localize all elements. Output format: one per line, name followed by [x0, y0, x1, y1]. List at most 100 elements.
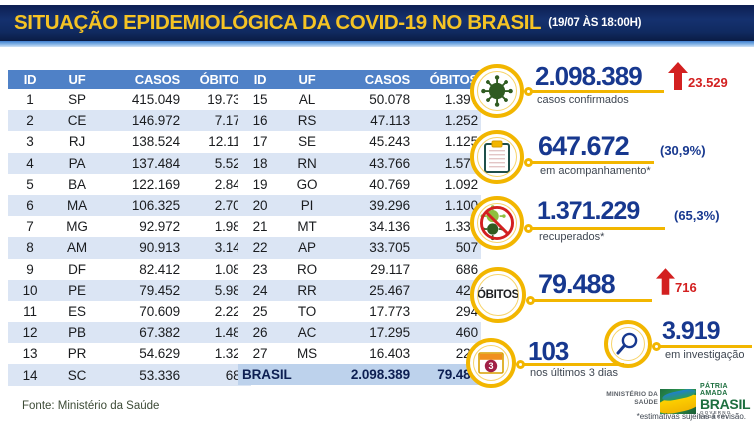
table-cell-uf: MG	[52, 216, 102, 238]
table-cell-cas: 92.972	[102, 216, 183, 238]
table-row: 23 RO 29.117 686	[238, 258, 481, 280]
table-cell-uf: SP	[52, 89, 102, 111]
table-cell-uf: PR	[52, 343, 102, 365]
table-cell-uf: RN	[282, 152, 332, 174]
table-row: 22 AP 33.705 507	[238, 237, 481, 259]
table-header-row: ID UF CASOS ÓBITOS	[238, 70, 481, 89]
table-cell-cas: 50.078	[332, 89, 413, 111]
connector-dot	[524, 87, 533, 96]
table-row: 10 PE 79.452 5.984	[8, 279, 251, 301]
obitos-ring: ÓBITOS	[470, 267, 526, 323]
table-cell-cas: 122.169	[102, 173, 183, 195]
footnote: *estimativas sujeitas à revisão.	[636, 412, 746, 421]
recovered-label: recuperados*	[539, 231, 605, 243]
connector-dot	[524, 158, 533, 167]
table-cell-uf: AP	[282, 237, 332, 259]
header-timestamp: (19/07 ÀS 18:00H)	[548, 17, 642, 29]
table-cell-id: 12	[8, 322, 52, 344]
column-header-id: ID	[238, 70, 282, 89]
table-cell-obi: 1.125	[413, 131, 481, 153]
ring-inner-line	[611, 327, 645, 361]
table-cell-cas: 70.609	[102, 300, 183, 323]
table-right-body: 15 AL 50.078 1.397 16 RS 47.113 1.252 17 SE 45.243…	[238, 89, 481, 386]
table-cell-cas: 29.117	[332, 258, 413, 280]
table-cell-cas: 146.972	[102, 110, 183, 132]
table-row: 15 AL 50.078 1.397	[238, 89, 481, 111]
monitoring-percent: (30,9%)	[660, 143, 706, 158]
table-row: 1 SP 415.049 19.732	[8, 89, 251, 111]
table-cell-id: 14	[8, 364, 52, 386]
table-cell-cas: 17.295	[332, 322, 413, 344]
table-cell-cas: 53.336	[102, 364, 183, 386]
table-row: 4 PA 137.484 5.523	[8, 152, 251, 174]
table-row: 2 CE 146.972 7.178	[8, 110, 251, 132]
table-cell-cas: 34.136	[332, 216, 413, 238]
connector-line	[532, 161, 654, 164]
states-table-right: ID UF CASOS ÓBITOS 15 AL 50.078 1.397 16 RS 47…	[238, 70, 481, 386]
table-cell-id: 21	[238, 216, 282, 238]
table-cell-uf: TO	[282, 300, 332, 323]
table-cell-uf: SE	[282, 131, 332, 153]
table-row: 24 RR 25.467 429	[238, 279, 481, 301]
table-row: 5 BA 122.169 2.840	[8, 173, 251, 195]
table-cell-obi: 19.732	[183, 89, 251, 111]
table-cell-id: 13	[8, 343, 52, 365]
connector-dot	[516, 360, 525, 369]
recovered-percent: (65,3%)	[674, 208, 720, 223]
table-cell-cas: 33.705	[332, 237, 413, 259]
page-title: SITUAÇÃO EPIDEMIOLÓGICA DA COVID-19 NO B…	[14, 11, 542, 34]
brazil-flag-icon	[660, 388, 696, 414]
table-row: 8 AM 90.913 3.149	[8, 237, 251, 259]
ring-inner-line	[477, 71, 517, 111]
table-cell-cas: 17.773	[332, 300, 413, 323]
table-cell-uf: AC	[282, 322, 332, 344]
last-three-days-label: nos últimos 3 dias	[530, 367, 619, 379]
table-cell-id: 11	[8, 300, 52, 323]
table-cell-cas: 39.296	[332, 194, 413, 217]
table-total-row: BRASIL 2.098.389 79.488	[238, 364, 481, 386]
column-header-uf: UF	[282, 70, 332, 89]
table-row: 16 RS 47.113 1.252	[238, 110, 481, 132]
table-cell-cas: 137.484	[102, 152, 183, 174]
connector-line	[524, 363, 624, 366]
table-cell-id: 8	[8, 237, 52, 259]
states-table-left: ID UF CASOS ÓBITOS 1 SP 415.049 19.732 2 CE 14…	[8, 70, 251, 386]
table-cell-id: 15	[238, 89, 282, 111]
magnifier-icon-ring	[604, 320, 652, 368]
source-note: Fonte: Ministério da Saúde	[22, 400, 160, 412]
confirmed-cases-delta: 23.529	[688, 75, 728, 90]
table-cell-uf: CE	[52, 110, 102, 132]
table-cell-uf: AL	[282, 89, 332, 111]
ministry-logo-line2: SAÚDE	[634, 399, 658, 406]
ministry-logo-line1: MINISTÉRIO DA	[606, 391, 658, 398]
under-investigation-value: 3.919	[662, 317, 721, 345]
calendar-icon-ring: 3	[466, 338, 516, 388]
table-cell-cas: 43.766	[332, 152, 413, 174]
table-row: 19 GO 40.769 1.092	[238, 173, 481, 195]
government-logo: PÁTRIA AMADA BRASIL GOVERNO FEDERAL	[660, 383, 751, 419]
confirmed-cases-value: 2.098.389	[535, 61, 643, 91]
table-row: 21 MT 34.136 1.332	[238, 216, 481, 238]
table-cell-id: 7	[8, 216, 52, 238]
table-cell-id: 4	[8, 152, 52, 174]
table-row: 7 MG 92.972 1.982	[8, 216, 251, 238]
last-three-days-value: 103	[528, 336, 569, 366]
virus-icon-ring	[470, 64, 524, 118]
table-cell-cas: 90.913	[102, 237, 183, 259]
connector-line	[660, 345, 752, 348]
clipboard-icon-ring	[470, 130, 524, 184]
government-logo-text: PÁTRIA AMADA BRASIL GOVERNO FEDERAL	[700, 383, 751, 420]
table-cell-obi: 1.100	[413, 194, 481, 217]
arrow-up-icon	[668, 62, 688, 90]
table-cell-cas: 415.049	[102, 89, 183, 111]
under-investigation-label: em investigação	[665, 349, 745, 361]
table-cell-cas: 82.412	[102, 258, 183, 280]
page-header: SITUAÇÃO EPIDEMIOLÓGICA DA COVID-19 NO B…	[0, 0, 754, 47]
table-cell-cas: 54.629	[102, 343, 183, 365]
deaths-delta: 716	[675, 280, 697, 295]
total-row-casos: 2.098.389	[332, 364, 413, 386]
table-cell-id: 23	[238, 258, 282, 280]
table-cell-obi: 1.092	[413, 173, 481, 195]
table-cell-uf: PI	[282, 194, 332, 217]
